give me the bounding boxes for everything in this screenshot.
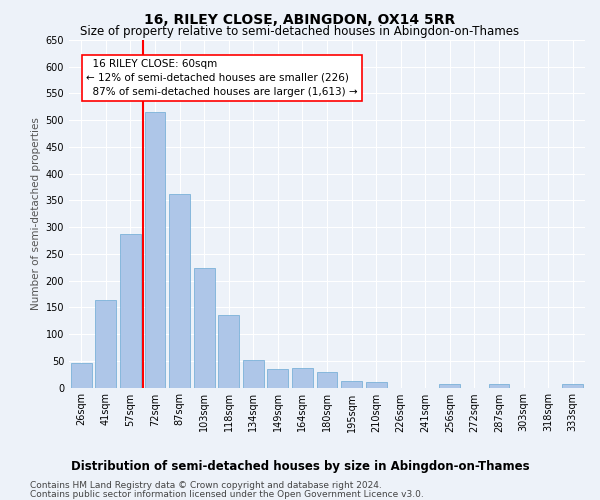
Bar bbox=[562, 384, 583, 388]
Y-axis label: Number of semi-detached properties: Number of semi-detached properties bbox=[31, 118, 41, 310]
Bar bbox=[194, 268, 215, 388]
Bar bbox=[268, 369, 289, 388]
Bar bbox=[95, 300, 116, 388]
Bar bbox=[317, 372, 337, 388]
Text: Contains public sector information licensed under the Open Government Licence v3: Contains public sector information licen… bbox=[30, 490, 424, 499]
Bar bbox=[169, 194, 190, 388]
Text: Size of property relative to semi-detached houses in Abingdon-on-Thames: Size of property relative to semi-detach… bbox=[80, 25, 520, 38]
Bar bbox=[243, 360, 264, 388]
Text: 16, RILEY CLOSE, ABINGDON, OX14 5RR: 16, RILEY CLOSE, ABINGDON, OX14 5RR bbox=[145, 12, 455, 26]
Bar bbox=[292, 368, 313, 388]
Bar bbox=[488, 384, 509, 388]
Text: 16 RILEY CLOSE: 60sqm
← 12% of semi-detached houses are smaller (226)
  87% of s: 16 RILEY CLOSE: 60sqm ← 12% of semi-deta… bbox=[86, 58, 358, 96]
Bar bbox=[71, 363, 92, 388]
Text: Contains HM Land Registry data © Crown copyright and database right 2024.: Contains HM Land Registry data © Crown c… bbox=[30, 481, 382, 490]
Bar bbox=[341, 381, 362, 388]
Bar bbox=[120, 234, 141, 388]
Bar bbox=[218, 316, 239, 388]
Text: Distribution of semi-detached houses by size in Abingdon-on-Thames: Distribution of semi-detached houses by … bbox=[71, 460, 529, 473]
Bar bbox=[365, 382, 386, 388]
Bar bbox=[439, 384, 460, 388]
Bar bbox=[145, 112, 166, 388]
